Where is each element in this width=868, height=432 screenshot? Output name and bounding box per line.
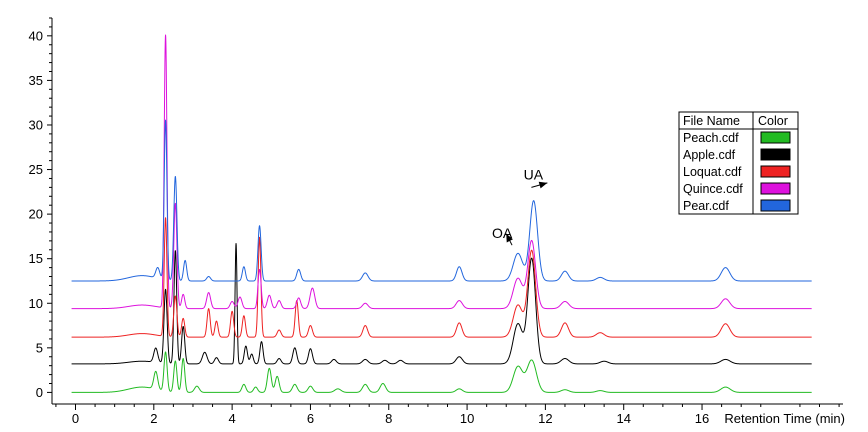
- legend-label-quince: Quince.cdf: [683, 182, 743, 196]
- series-layer: [71, 34, 813, 393]
- y-tick-label: 5: [36, 340, 43, 355]
- arrow-ua: [531, 181, 548, 189]
- y-axis-ticks: 0 5 10 15 20 25 30 35 40: [29, 17, 52, 400]
- x-tick-label: 0: [72, 411, 79, 426]
- legend-swatch-peach: [760, 131, 791, 144]
- annotation-ua: UA: [524, 166, 544, 182]
- x-axis-title: Retention Time (min): [724, 411, 845, 426]
- x-axis-ticks: 0 2 4 6 8 10 12 14 16: [55, 404, 840, 426]
- legend-rows: Peach.cdf Apple.cdf Loquat.cdf Quince.cdf Pe…: [683, 131, 791, 213]
- y-tick-label: 0: [36, 385, 43, 400]
- y-tick-label: 20: [29, 207, 43, 222]
- series-line-loquat: [71, 217, 813, 338]
- x-tick-label: 2: [150, 411, 157, 426]
- legend-label-apple: Apple.cdf: [683, 148, 736, 162]
- legend-swatch-quince: [760, 182, 791, 195]
- series-line-peach: [71, 351, 813, 393]
- legend-label-pear: Pear.cdf: [683, 199, 729, 213]
- x-tick-label: 8: [385, 411, 392, 426]
- legend-swatch-apple: [760, 148, 791, 161]
- legend-header-color: Color: [758, 114, 788, 128]
- series-line-quince: [71, 34, 813, 310]
- y-tick-label: 10: [29, 296, 43, 311]
- legend-swatch-loquat: [760, 165, 791, 178]
- legend: File Name Color Peach.cdf Apple.cdf Loquat…: [678, 111, 799, 215]
- y-tick-label: 35: [29, 73, 43, 88]
- legend-header-name: File Name: [683, 114, 740, 128]
- y-tick-label: 30: [29, 117, 43, 132]
- y-tick-label: 15: [29, 251, 43, 266]
- x-tick-label: 10: [460, 411, 474, 426]
- x-tick-label: 6: [307, 411, 314, 426]
- legend-label-peach: Peach.cdf: [683, 131, 739, 145]
- x-tick-label: 12: [538, 411, 552, 426]
- series-line-pear: [71, 119, 813, 282]
- legend-swatch-pear: [760, 199, 791, 212]
- x-tick-label: 4: [229, 411, 236, 426]
- y-tick-label: 25: [29, 162, 43, 177]
- x-tick-label: 14: [616, 411, 630, 426]
- x-tick-label: 16: [695, 411, 709, 426]
- y-tick-label: 40: [29, 28, 43, 43]
- legend-label-loquat: Loquat.cdf: [683, 165, 742, 179]
- series-line-apple: [71, 243, 813, 365]
- arrow-oa: [505, 233, 513, 246]
